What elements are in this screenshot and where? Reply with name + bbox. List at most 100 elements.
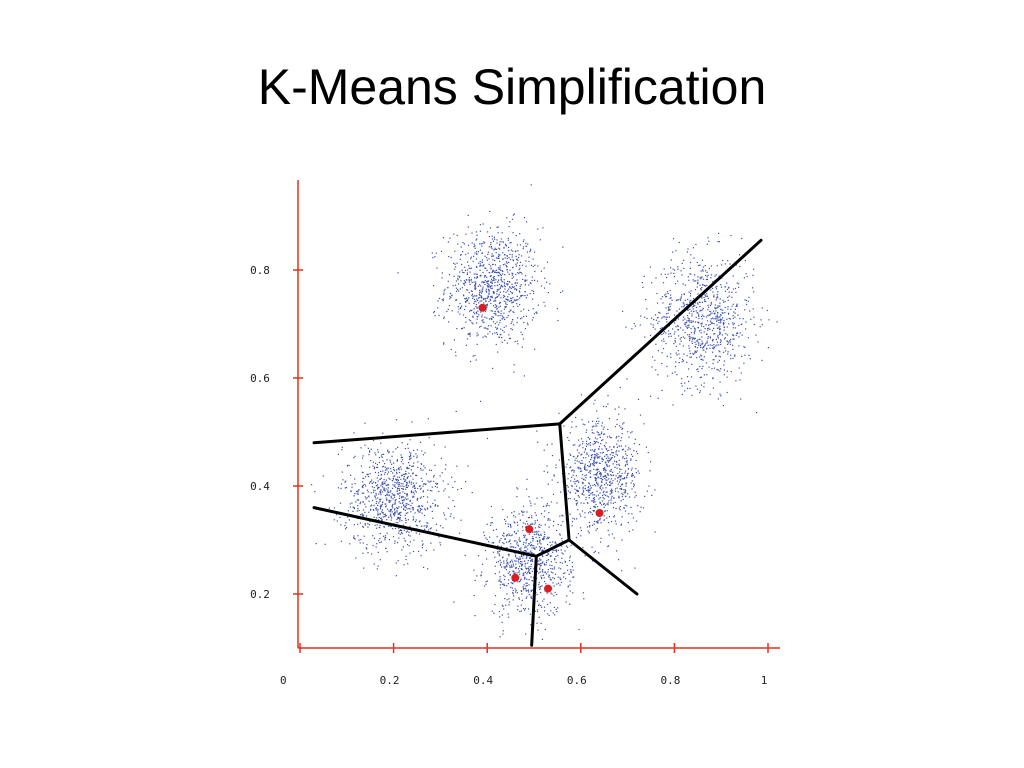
data-point xyxy=(747,337,749,339)
data-point xyxy=(502,286,504,288)
data-point xyxy=(505,306,507,308)
data-point xyxy=(497,267,499,269)
data-point xyxy=(578,445,580,447)
data-point xyxy=(682,336,684,338)
data-point xyxy=(584,467,586,469)
data-point xyxy=(419,508,421,510)
data-point xyxy=(555,608,557,610)
data-point xyxy=(523,574,525,576)
data-point xyxy=(409,535,411,537)
data-point xyxy=(513,364,515,366)
data-point xyxy=(547,536,549,538)
data-point xyxy=(517,524,519,526)
data-point xyxy=(514,588,516,590)
data-point xyxy=(486,282,488,284)
data-point xyxy=(376,464,378,466)
data-point xyxy=(588,532,590,534)
data-point xyxy=(621,539,623,541)
data-point xyxy=(752,274,754,276)
data-point xyxy=(406,508,408,510)
data-point xyxy=(542,600,544,602)
data-point xyxy=(580,394,582,396)
data-point xyxy=(499,267,501,269)
data-point xyxy=(571,421,573,423)
data-point xyxy=(410,491,412,493)
data-point xyxy=(701,259,703,261)
data-point xyxy=(477,334,479,336)
data-point xyxy=(624,408,626,410)
data-point xyxy=(720,284,722,286)
data-point xyxy=(574,488,576,490)
data-point xyxy=(558,567,560,569)
data-point xyxy=(726,288,729,290)
data-point xyxy=(527,324,529,326)
data-point xyxy=(596,521,598,523)
data-point xyxy=(478,314,480,316)
data-point xyxy=(700,310,702,312)
data-point xyxy=(518,290,520,292)
data-point xyxy=(601,439,603,442)
data-point xyxy=(399,518,401,521)
data-point xyxy=(467,269,469,271)
data-point xyxy=(553,566,556,568)
data-point xyxy=(600,475,602,477)
data-point xyxy=(478,302,480,304)
data-point xyxy=(606,503,608,505)
data-point xyxy=(599,497,601,499)
data-point xyxy=(733,335,735,337)
data-point xyxy=(701,287,703,289)
data-point xyxy=(586,489,588,491)
data-point xyxy=(610,490,613,492)
data-point xyxy=(599,455,601,457)
data-point xyxy=(452,486,454,489)
data-point xyxy=(722,260,724,262)
data-point xyxy=(517,545,520,547)
data-point xyxy=(721,334,723,336)
data-point xyxy=(379,505,382,508)
data-point xyxy=(576,449,578,451)
data-point xyxy=(424,452,426,454)
data-point xyxy=(604,477,606,479)
data-point xyxy=(504,318,506,321)
data-point xyxy=(488,289,490,291)
data-point xyxy=(504,566,506,568)
data-point xyxy=(405,519,407,521)
data-point xyxy=(517,581,519,583)
data-point xyxy=(631,473,634,475)
data-point xyxy=(375,482,377,484)
data-point xyxy=(502,252,504,254)
data-point xyxy=(581,419,583,421)
data-point xyxy=(497,561,500,563)
data-point xyxy=(469,333,471,335)
data-point xyxy=(467,214,469,216)
data-point xyxy=(594,399,596,401)
data-point xyxy=(716,316,718,318)
data-point xyxy=(582,462,584,464)
data-point xyxy=(501,232,503,234)
data-point xyxy=(611,492,613,494)
data-point xyxy=(493,249,495,251)
data-point xyxy=(578,628,580,631)
data-point xyxy=(691,363,693,365)
data-point xyxy=(375,507,378,509)
data-point xyxy=(631,431,633,433)
data-point xyxy=(498,279,500,281)
data-point xyxy=(544,564,546,566)
data-point xyxy=(502,273,504,275)
data-point xyxy=(497,315,499,317)
data-point xyxy=(425,483,427,485)
data-point xyxy=(458,308,460,310)
data-point xyxy=(516,340,518,342)
data-point xyxy=(503,317,505,319)
data-point xyxy=(345,480,347,482)
data-point xyxy=(576,500,578,502)
data-point xyxy=(476,343,478,345)
data-point xyxy=(718,316,720,318)
data-point xyxy=(490,268,492,270)
data-point xyxy=(478,262,480,264)
data-point xyxy=(722,312,724,314)
data-point xyxy=(727,343,729,345)
data-point xyxy=(461,305,463,307)
data-point xyxy=(443,317,445,320)
data-point xyxy=(718,322,720,324)
